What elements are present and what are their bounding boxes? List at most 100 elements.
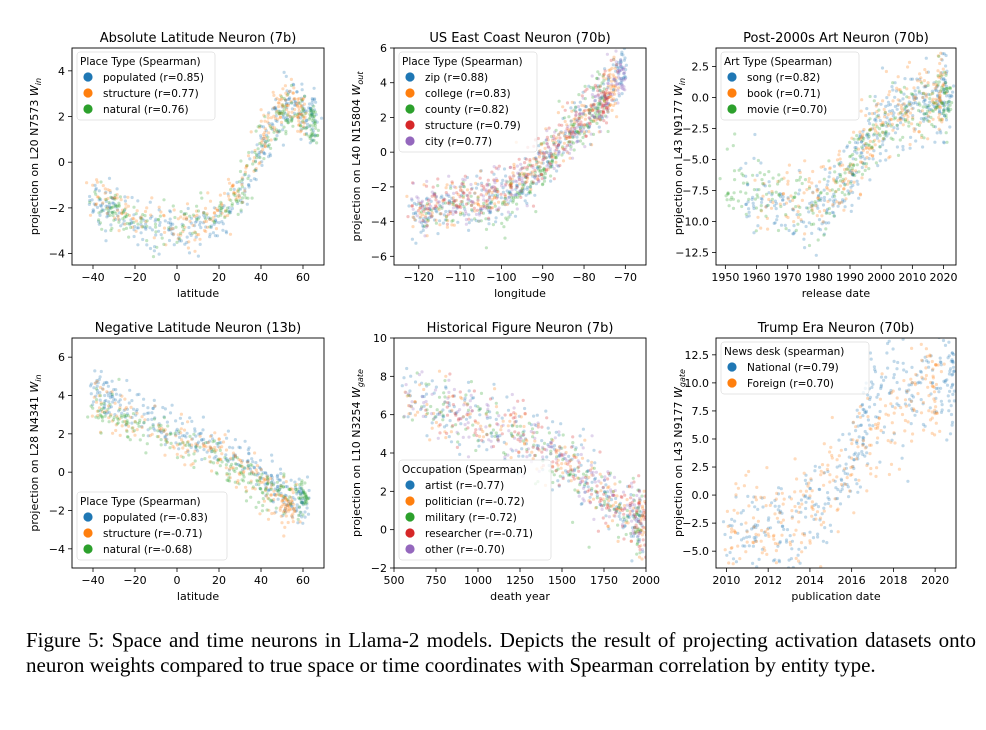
data-point-song xyxy=(839,160,843,165)
data-point-structure xyxy=(299,129,303,133)
data-point-natural xyxy=(272,130,276,134)
data-point-other xyxy=(634,516,639,521)
data-point-artist xyxy=(498,434,502,438)
data-point-structure xyxy=(577,112,582,116)
data-point-county xyxy=(567,140,572,144)
data-point-structure xyxy=(286,103,290,107)
data-point-song xyxy=(825,207,830,211)
data-point-populated xyxy=(146,428,150,432)
data-point-researcher xyxy=(589,492,594,496)
data-point-book xyxy=(771,200,775,205)
data-point-researcher xyxy=(598,450,602,454)
data-point-natural xyxy=(311,133,315,137)
data-point-artist xyxy=(430,379,434,383)
data-point-zip xyxy=(500,212,504,216)
data-point-song xyxy=(942,77,946,81)
data-point-zip xyxy=(567,143,571,147)
data-point-artist xyxy=(550,488,555,492)
data-point-natural xyxy=(168,446,172,450)
data-point-zip xyxy=(612,99,616,103)
data-point-zip xyxy=(470,209,474,213)
data-point-song xyxy=(885,96,889,100)
data-point-movie xyxy=(759,208,763,212)
data-point-structure xyxy=(280,494,284,498)
data-point-song xyxy=(842,149,846,153)
data-point-populated xyxy=(177,239,182,243)
data-point-structure xyxy=(111,431,115,435)
data-point-populated xyxy=(187,225,191,230)
data-point-researcher xyxy=(522,433,526,437)
data-point-structure xyxy=(120,208,125,212)
data-point-military xyxy=(476,439,480,443)
data-point-populated xyxy=(92,202,96,206)
data-point-populated xyxy=(151,406,155,411)
data-point-natural xyxy=(195,204,199,208)
data-point-structure xyxy=(201,442,205,446)
data-point-county xyxy=(537,168,541,172)
data-point-natural xyxy=(101,406,105,410)
data-point-song xyxy=(941,103,945,108)
data-point-structure xyxy=(131,225,135,229)
data-point-populated xyxy=(297,115,301,120)
data-point-zip xyxy=(602,94,607,98)
data-point-structure xyxy=(289,502,293,506)
data-point-populated xyxy=(165,420,169,424)
data-point-populated xyxy=(180,434,185,438)
data-point-structure xyxy=(179,427,183,431)
data-point-other xyxy=(489,439,493,443)
data-point-natural xyxy=(301,495,305,499)
data-point-county xyxy=(578,114,582,118)
data-point-other xyxy=(611,493,615,497)
data-point-movie xyxy=(857,137,861,141)
data-point-book xyxy=(835,158,840,162)
data-point-populated xyxy=(147,411,151,415)
data-point-populated xyxy=(133,224,137,229)
data-point-natural xyxy=(216,214,220,218)
data-point-movie xyxy=(758,171,762,175)
data-point-city xyxy=(610,82,614,86)
data-point-movie xyxy=(940,85,944,89)
data-point-populated xyxy=(297,112,301,116)
data-point-structure xyxy=(186,440,190,444)
data-point-natural xyxy=(118,195,122,199)
data-point-zip xyxy=(461,190,465,194)
data-point-song xyxy=(837,163,842,167)
data-point-book xyxy=(937,127,941,131)
data-point-populated xyxy=(177,447,181,451)
y-tick-label: −12.5 xyxy=(675,247,709,260)
data-point-structure xyxy=(144,220,148,224)
data-point-structure xyxy=(298,520,302,524)
data-point-populated xyxy=(302,107,306,111)
data-point-zip xyxy=(547,153,552,157)
data-point-researcher xyxy=(445,413,450,417)
data-point-populated xyxy=(109,392,113,396)
data-point-song xyxy=(854,146,858,150)
data-point-natural xyxy=(269,499,273,503)
data-point-populated xyxy=(315,120,319,124)
data-point-populated xyxy=(290,107,294,111)
data-point-city xyxy=(544,155,548,159)
data-point-county xyxy=(554,156,558,160)
data-point-zip xyxy=(467,213,471,217)
data-point-song xyxy=(921,95,925,99)
data-point-zip xyxy=(501,186,505,190)
data-point-city xyxy=(599,129,603,134)
data-point-researcher xyxy=(641,525,645,529)
data-point-other xyxy=(501,423,505,427)
data-point-natural xyxy=(301,490,306,494)
data-point-structure xyxy=(293,509,297,513)
data-point-county xyxy=(595,121,599,125)
data-point-politician xyxy=(474,420,478,424)
data-point-artist xyxy=(607,527,611,531)
data-point-populated xyxy=(237,445,241,449)
data-point-zip xyxy=(494,220,498,224)
data-point-populated xyxy=(233,438,237,442)
data-point-artist xyxy=(447,435,451,439)
data-point-military xyxy=(617,506,621,510)
data-point-artist xyxy=(496,435,500,439)
data-point-song xyxy=(756,224,760,228)
data-point-structure xyxy=(299,112,303,116)
data-point-book xyxy=(828,167,832,171)
data-point-movie xyxy=(939,88,943,92)
